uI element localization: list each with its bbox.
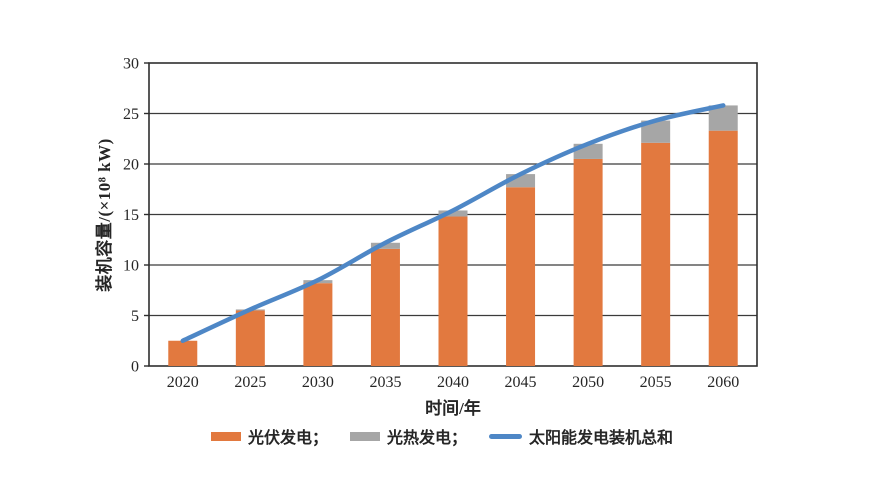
- legend-item-csp: 光热发电；: [350, 424, 467, 448]
- x-tick-label: 2060: [707, 374, 739, 391]
- x-tick-label: 2030: [302, 374, 334, 391]
- bar-segment-光伏发电-2060: [708, 130, 738, 366]
- bar-segment-光伏发电-2040: [438, 216, 468, 366]
- x-tick-label: 2045: [505, 374, 537, 391]
- bar-segment-光伏发电-2020: [168, 340, 198, 366]
- x-tick-label: 2025: [234, 374, 266, 391]
- y-axis-title: 装机容量/(×10⁸ kW): [95, 138, 114, 292]
- pv-legend-swatch: [211, 431, 241, 441]
- x-tick-label: 2040: [437, 374, 469, 391]
- total-line-legend-swatch: [489, 433, 523, 439]
- x-tick-label: 2055: [640, 374, 672, 391]
- x-tick-label: 2035: [369, 374, 401, 391]
- y-tick-label: 20: [123, 157, 139, 174]
- total-capacity-line: [180, 103, 726, 343]
- y-tick-label: 25: [123, 106, 139, 123]
- bar-segment-光伏发电-2045: [506, 187, 536, 366]
- bar-segment-光伏发电-2055: [641, 142, 671, 366]
- total-legend-label: 太阳能发电装机总和: [529, 430, 674, 447]
- bar-segment-光伏发电-2050: [573, 158, 603, 366]
- y-tick-label: 5: [131, 308, 139, 325]
- x-tick-label: 2050: [572, 374, 604, 391]
- legend-item-pv: 光伏发电；: [211, 424, 328, 448]
- csp-legend-label: 光热发电；: [387, 430, 468, 447]
- y-tick-label: 0: [131, 359, 139, 376]
- x-axis-title: 时间/年: [425, 399, 481, 418]
- legend-item-total: 太阳能发电装机总和: [489, 424, 673, 448]
- y-tick-label: 10: [123, 258, 139, 275]
- y-tick-label: 30: [123, 56, 139, 73]
- bar-segment-光伏发电-2030: [303, 283, 333, 366]
- x-tick-label: 2020: [167, 374, 199, 391]
- pv-legend-label: 光伏发电；: [248, 430, 329, 447]
- bar-segment-光热发电-2040: [438, 210, 468, 217]
- bar-segment-光热发电-2035: [370, 242, 400, 249]
- bar-segment-光伏发电-2025: [235, 310, 265, 366]
- legend: 光伏发电； 光热发电； 太阳能发电装机总和: [211, 424, 673, 448]
- bar-segment-光伏发电-2035: [370, 248, 400, 366]
- csp-legend-swatch: [350, 431, 381, 441]
- y-tick-label: 15: [123, 207, 139, 224]
- bar-segment-光热发电-2055: [641, 120, 671, 143]
